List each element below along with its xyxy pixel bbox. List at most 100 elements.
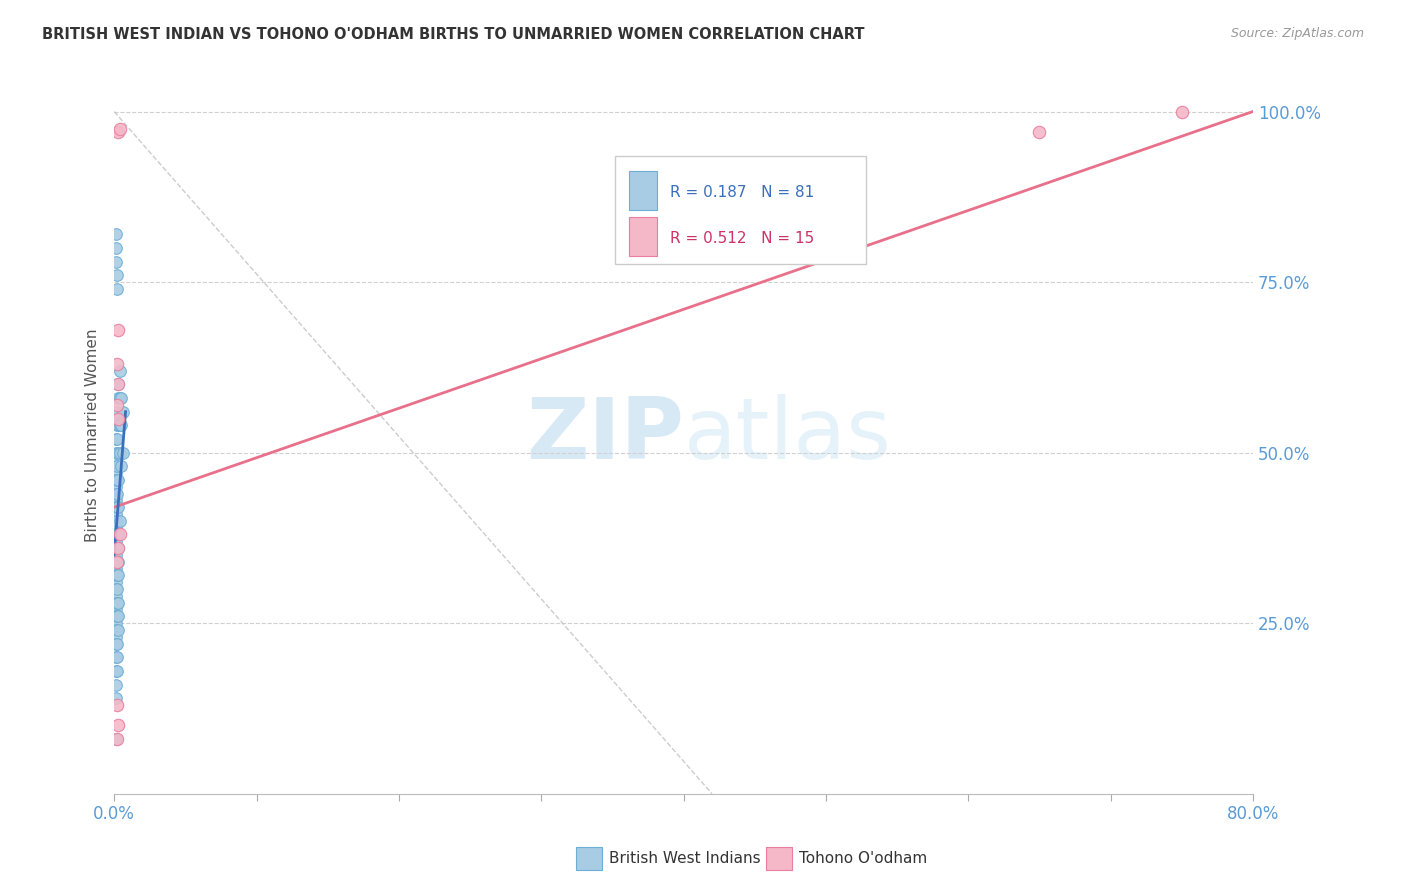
Point xyxy=(107,555,129,569)
Point xyxy=(104,411,127,425)
Point xyxy=(105,514,128,528)
Point xyxy=(104,466,127,480)
Point xyxy=(107,596,129,610)
Point xyxy=(105,473,128,487)
Point xyxy=(105,596,128,610)
Point xyxy=(105,650,128,665)
Point xyxy=(111,405,134,419)
Point xyxy=(104,582,127,596)
Point xyxy=(104,473,127,487)
Point xyxy=(107,623,129,637)
Point xyxy=(104,514,127,528)
Point xyxy=(104,732,127,747)
Text: R = 0.187   N = 81: R = 0.187 N = 81 xyxy=(669,185,814,200)
Point xyxy=(104,589,127,603)
Point xyxy=(107,609,129,624)
Point xyxy=(104,568,127,582)
Point xyxy=(108,418,131,433)
Point xyxy=(108,391,131,405)
Point xyxy=(108,514,131,528)
Point xyxy=(107,541,129,555)
Text: British West Indians: British West Indians xyxy=(609,852,761,866)
Text: ZIP: ZIP xyxy=(526,394,683,477)
Point xyxy=(1028,125,1050,139)
Point xyxy=(105,609,128,624)
Point xyxy=(104,630,127,644)
Point xyxy=(107,377,129,392)
Point xyxy=(104,445,127,459)
Point xyxy=(107,377,129,392)
Point xyxy=(104,637,127,651)
Point xyxy=(104,691,127,706)
Point xyxy=(105,432,128,446)
Point xyxy=(110,459,132,474)
Y-axis label: Births to Unmarried Women: Births to Unmarried Women xyxy=(86,329,100,542)
Point xyxy=(105,500,128,515)
Text: BRITISH WEST INDIAN VS TOHONO O'ODHAM BIRTHS TO UNMARRIED WOMEN CORRELATION CHAR: BRITISH WEST INDIAN VS TOHONO O'ODHAM BI… xyxy=(42,27,865,42)
Point xyxy=(107,323,129,337)
Point xyxy=(107,418,129,433)
Point xyxy=(104,254,127,268)
Point xyxy=(107,473,129,487)
Point xyxy=(105,418,128,433)
Point xyxy=(105,555,128,569)
Point xyxy=(107,541,129,555)
FancyBboxPatch shape xyxy=(616,156,866,264)
Point xyxy=(108,527,131,541)
Text: Source: ZipAtlas.com: Source: ZipAtlas.com xyxy=(1230,27,1364,40)
Point xyxy=(105,568,128,582)
Point xyxy=(104,602,127,616)
Point xyxy=(105,398,128,412)
Point xyxy=(105,459,128,474)
Point xyxy=(104,480,127,494)
Point xyxy=(104,555,127,569)
Point xyxy=(104,616,127,631)
Text: atlas: atlas xyxy=(683,394,891,477)
Point xyxy=(107,445,129,459)
Point xyxy=(104,650,127,665)
Point xyxy=(107,391,129,405)
Point xyxy=(105,732,128,747)
Point xyxy=(107,718,129,732)
Point xyxy=(104,623,127,637)
Point xyxy=(108,121,131,136)
Point xyxy=(104,596,127,610)
Point xyxy=(104,561,127,575)
Point xyxy=(105,555,128,569)
Point xyxy=(105,268,128,283)
Point xyxy=(107,568,129,582)
Point xyxy=(105,541,128,555)
Point xyxy=(1170,104,1192,119)
Point xyxy=(105,357,128,371)
Point xyxy=(107,527,129,541)
Point xyxy=(111,445,134,459)
Point xyxy=(107,125,129,139)
Point xyxy=(104,548,127,562)
Point xyxy=(105,698,128,712)
Point xyxy=(104,500,127,515)
Point xyxy=(104,521,127,535)
Point xyxy=(104,527,127,541)
Text: Tohono O'odham: Tohono O'odham xyxy=(799,852,927,866)
Text: R = 0.512   N = 15: R = 0.512 N = 15 xyxy=(669,231,814,246)
Point xyxy=(104,664,127,678)
Point xyxy=(104,609,127,624)
Point xyxy=(104,227,127,242)
Point xyxy=(105,405,128,419)
Point xyxy=(104,432,127,446)
Point xyxy=(110,418,132,433)
Point xyxy=(105,582,128,596)
Point xyxy=(107,500,129,515)
Point xyxy=(105,664,128,678)
Point xyxy=(104,541,127,555)
Point xyxy=(107,411,129,425)
Point xyxy=(104,459,127,474)
Point xyxy=(104,575,127,590)
Point xyxy=(104,486,127,500)
Bar xyxy=(628,170,658,210)
Point xyxy=(108,445,131,459)
Point xyxy=(104,241,127,255)
Point xyxy=(104,507,127,521)
Point xyxy=(104,534,127,549)
Point xyxy=(104,493,127,508)
